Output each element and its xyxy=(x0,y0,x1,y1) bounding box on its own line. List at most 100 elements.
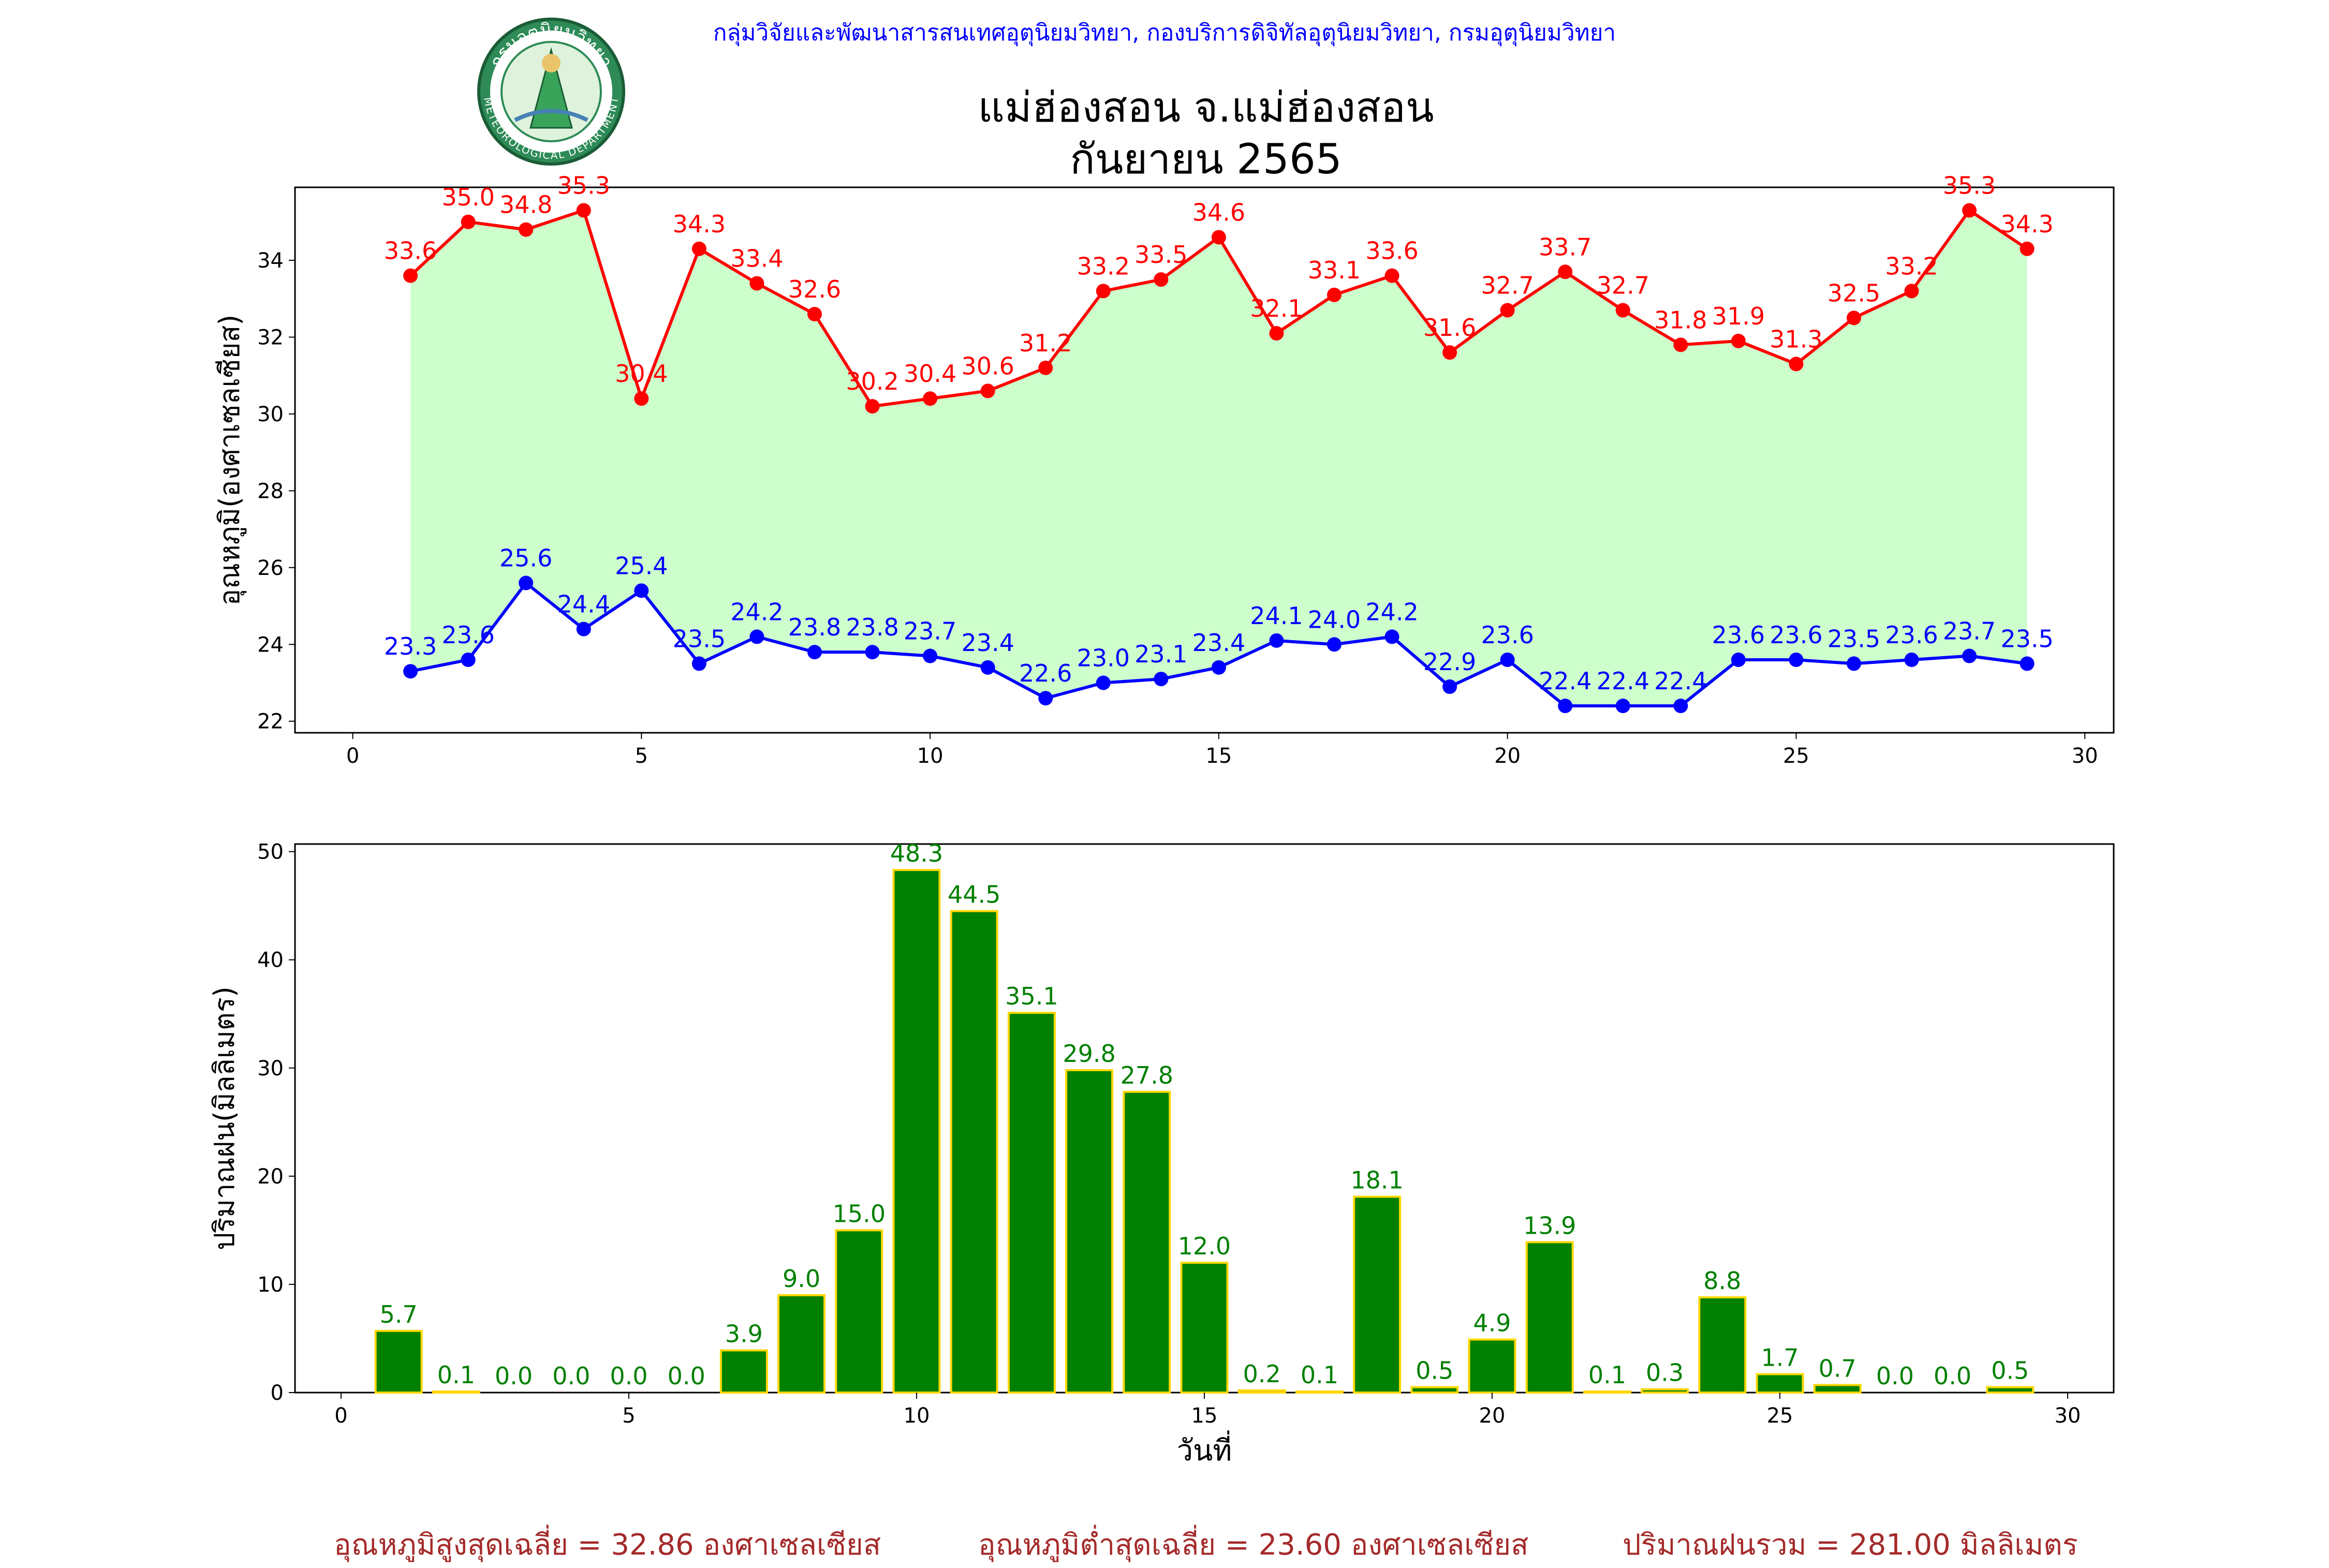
min-temperature-label: 22.4 xyxy=(1654,667,1707,695)
x-tick-label: 10 xyxy=(917,744,944,768)
max-temperature-label: 34.3 xyxy=(673,210,726,238)
rainfall-label: 0.0 xyxy=(1876,1362,1914,1390)
max-temperature-label: 34.8 xyxy=(499,191,552,219)
average-min-temperature: อุณหภูมิต่ำสุดเฉลี่ย = 23.60 องศาเซลเซีย… xyxy=(978,1528,1529,1562)
rainfall-bar xyxy=(1525,1241,1574,1394)
max-temperature-point xyxy=(2020,241,2035,256)
max-temperature-point xyxy=(1500,303,1515,318)
max-temperature-point xyxy=(1038,360,1053,375)
temperature-data-labels: 33.635.0 34.835.330.434.333.432.630.2 30.4… xyxy=(384,172,2054,696)
x-tick-label: 20 xyxy=(1494,744,1521,768)
min-temperature-label: 23.4 xyxy=(961,629,1014,657)
max-temperature-point xyxy=(634,391,649,406)
min-temperature-point xyxy=(1096,675,1111,690)
min-temperature-label: 24.4 xyxy=(557,590,610,618)
y-tick-label: 40 xyxy=(257,949,284,972)
max-temperature-label: 30.4 xyxy=(904,360,956,388)
max-temperature-label: 33.1 xyxy=(1308,256,1361,284)
max-temperature-point xyxy=(461,214,476,229)
rainfall-y-axis-label: ปริมาณฝน(มิลลิเมตร) xyxy=(208,986,241,1250)
x-tick-label: 15 xyxy=(1191,1404,1218,1428)
max-temperature-label: 34.3 xyxy=(2000,210,2053,238)
temperature-y-axis: 22 24 26 28 30 32 34 xyxy=(257,249,295,734)
min-temperature-point xyxy=(519,575,534,590)
min-temperature-label: 23.5 xyxy=(1827,625,1880,653)
max-temperature-point xyxy=(749,276,764,291)
rainfall-label: 13.9 xyxy=(1523,1211,1576,1239)
x-tick-label: 25 xyxy=(1783,744,1809,768)
rainfall-label: 0.1 xyxy=(1301,1361,1338,1389)
rainfall-bar xyxy=(374,1329,423,1394)
max-temperature-label: 33.6 xyxy=(384,237,437,265)
rainfall-label: 48.3 xyxy=(890,839,943,867)
rainfall-bar xyxy=(1813,1384,1862,1394)
max-temperature-point xyxy=(1442,345,1457,360)
temperature-y-axis-label: อุณหภูมิ(องศาเซลเซียส) xyxy=(213,315,247,606)
rainfall-label: 4.9 xyxy=(1473,1309,1511,1337)
x-tick-label: 20 xyxy=(1479,1404,1506,1428)
min-temperature-point xyxy=(1327,637,1342,652)
y-tick-label: 50 xyxy=(257,840,284,864)
max-temperature-label: 35.3 xyxy=(557,172,610,200)
max-temperature-label: 33.6 xyxy=(1365,237,1418,265)
rainfall-bar xyxy=(1410,1386,1459,1394)
max-temperature-point xyxy=(1615,303,1630,318)
min-temperature-label: 23.8 xyxy=(788,613,841,641)
rainfall-label: 9.0 xyxy=(783,1265,820,1293)
y-tick-label: 32 xyxy=(257,326,284,349)
y-tick-label: 10 xyxy=(257,1273,284,1297)
max-temperature-label: 32.7 xyxy=(1481,272,1534,300)
y-tick-label: 26 xyxy=(257,556,284,580)
min-temperature-label: 25.4 xyxy=(615,552,668,580)
meteorological-department-logo: กรมอุตุนิยมวิทยา METEOROLOGICAL DEPARTME… xyxy=(477,18,625,166)
rainfall-x-axis: 0 5 10 15 20 25 30 xyxy=(334,1393,2081,1428)
rainfall-label: 0.2 xyxy=(1243,1360,1281,1388)
max-temperature-label: 31.3 xyxy=(1770,325,1822,353)
rainfall-bar xyxy=(1641,1388,1689,1394)
temperature-fill-area xyxy=(410,210,2027,706)
rainfall-chart: 5.7 0.1 0.0 0.0 0.0 0.0 3.9 9.0 15.0 48.344.5 35.1… xyxy=(208,839,2115,1468)
rainfall-label: 29.8 xyxy=(1063,1040,1115,1068)
max-temperature-point xyxy=(1847,310,1861,326)
min-temperature-point xyxy=(1558,699,1573,714)
y-tick-label: 20 xyxy=(257,1165,284,1189)
rainfall-label: 0.0 xyxy=(668,1362,705,1390)
min-temperature-label: 22.9 xyxy=(1423,648,1476,676)
rainfall-bar xyxy=(1468,1338,1516,1394)
y-tick-label: 28 xyxy=(257,479,284,503)
x-tick-label: 30 xyxy=(2055,1404,2081,1428)
chart-title: แม่ฮ่องสอน จ.แม่ฮ่องสอน กันยายน 2565 xyxy=(688,82,1723,185)
rainfall-label: 12.0 xyxy=(1178,1232,1231,1260)
max-temperature-point xyxy=(576,203,591,218)
min-temperature-label: 23.1 xyxy=(1134,640,1187,668)
max-temperature-label: 31.6 xyxy=(1423,314,1476,342)
rainfall-label: 8.8 xyxy=(1703,1267,1741,1295)
rainfall-bar xyxy=(1237,1389,1286,1394)
organization-header: กลุ่มวิจัยและพัฒนาสารสนเทศอุตุนิยมวิทยา,… xyxy=(713,20,1616,46)
min-temperature-label: 23.3 xyxy=(384,632,437,660)
min-temperature-point xyxy=(691,656,706,671)
y-tick-label: 30 xyxy=(257,403,284,426)
min-temperature-label: 23.0 xyxy=(1077,644,1130,672)
rainfall-label: 0.1 xyxy=(1588,1361,1626,1389)
min-temperature-point xyxy=(1038,691,1053,706)
x-tick-label: 5 xyxy=(622,1404,635,1428)
max-temperature-point xyxy=(1154,272,1169,287)
rainfall-label: 18.1 xyxy=(1350,1166,1403,1194)
temperature-chart-frame xyxy=(294,186,2115,734)
min-temperature-point xyxy=(1211,660,1226,675)
min-temperature-point xyxy=(1673,699,1688,714)
y-tick-label: 24 xyxy=(257,633,284,657)
rainfall-bar xyxy=(1698,1296,1747,1394)
y-tick-label: 0 xyxy=(271,1381,284,1405)
summary-footer: อุณหภูมิสูงสุดเฉลี่ย = 32.86 องศาเซลเซีย… xyxy=(0,1521,2329,1568)
min-temperature-point xyxy=(1731,652,1746,667)
rainfall-label: 5.7 xyxy=(380,1300,418,1328)
rainfall-bars xyxy=(374,869,2035,1394)
max-temperature-label: 33.4 xyxy=(730,245,783,273)
min-temperature-label: 23.6 xyxy=(441,621,494,649)
max-temperature-point xyxy=(1904,284,1919,299)
max-temperature-point xyxy=(1096,284,1111,299)
rainfall-label: 0.0 xyxy=(495,1362,533,1390)
x-tick-label: 25 xyxy=(1767,1404,1793,1428)
